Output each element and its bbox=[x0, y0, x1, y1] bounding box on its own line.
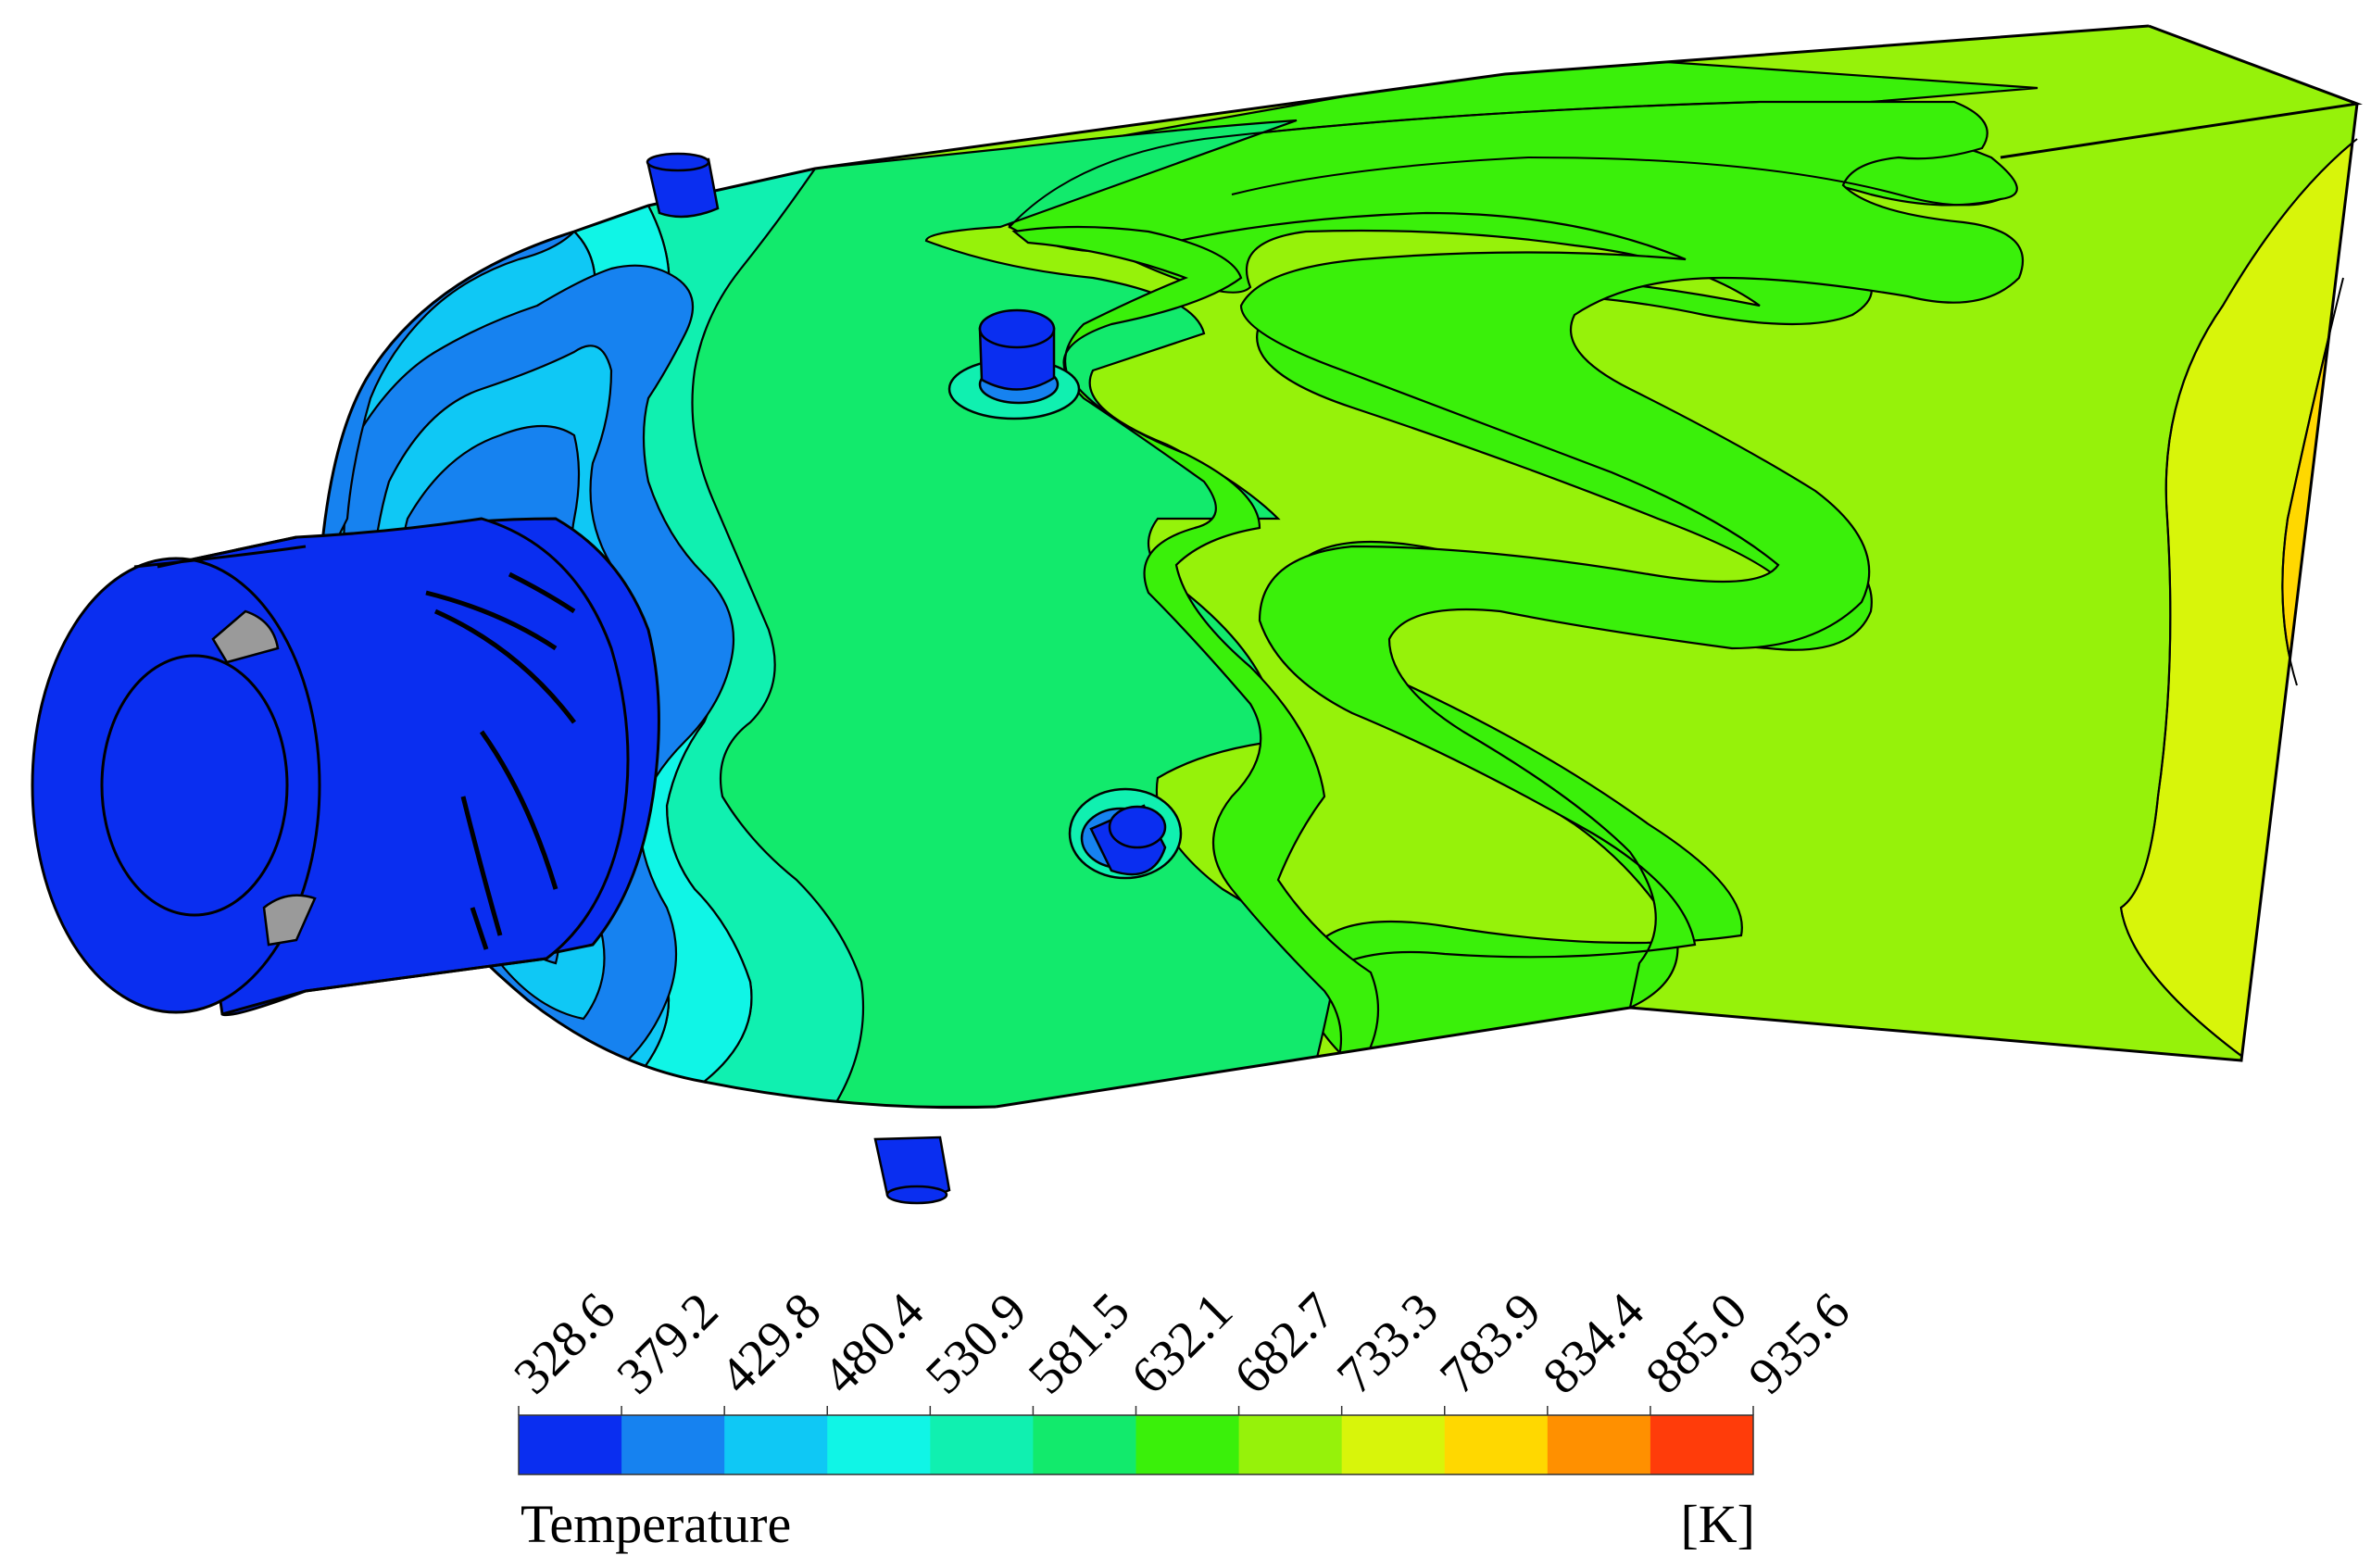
legend: 328.6379.2429.8480.4530.9581.5632.1682.7… bbox=[503, 1282, 1861, 1475]
legend-tick-label: 530.9 bbox=[915, 1282, 1038, 1405]
legend-swatch bbox=[519, 1415, 622, 1474]
legend-tick-label: 783.9 bbox=[1429, 1282, 1552, 1405]
legend-swatch bbox=[1238, 1415, 1343, 1474]
legend-swatch bbox=[1033, 1415, 1136, 1474]
legend-tick-label: 733.3 bbox=[1326, 1282, 1449, 1405]
legend-tick-label: 328.6 bbox=[503, 1282, 626, 1405]
legend-swatch bbox=[724, 1415, 828, 1474]
port-upper-mid bbox=[947, 308, 1081, 420]
legend-tick-label: 429.8 bbox=[709, 1282, 833, 1405]
legend-unit: [K] bbox=[1680, 1494, 1755, 1554]
legend-tick-label: 885.0 bbox=[1635, 1282, 1758, 1405]
band-level-7-fingers bbox=[1011, 225, 1380, 1076]
legend-swatch bbox=[621, 1415, 725, 1474]
legend-tick-label: 834.4 bbox=[1532, 1282, 1655, 1405]
legend-tick-label: 379.2 bbox=[606, 1282, 729, 1405]
legend-swatch bbox=[930, 1415, 1034, 1474]
legend-tick-label: 581.5 bbox=[1018, 1282, 1141, 1405]
legend-title: Temperature bbox=[521, 1494, 791, 1554]
swirler-slots bbox=[425, 571, 576, 950]
legend-tick-label: 632.1 bbox=[1121, 1282, 1244, 1405]
legend-swatch bbox=[1650, 1415, 1754, 1474]
legend-tick-label: 682.7 bbox=[1223, 1282, 1347, 1405]
band-level-7-main bbox=[1008, 100, 2025, 1058]
inlet-edge-lines bbox=[157, 535, 547, 1016]
legend-swatch bbox=[1135, 1415, 1240, 1474]
inlet-bore bbox=[100, 654, 289, 917]
port-lower-mid bbox=[1068, 787, 1183, 880]
legend-tick-label: 480.4 bbox=[812, 1282, 935, 1405]
legend-swatch bbox=[1547, 1415, 1651, 1474]
legend-tick-label: 935.6 bbox=[1737, 1282, 1861, 1405]
port-top bbox=[646, 152, 720, 219]
inlet-cylinder bbox=[31, 517, 660, 1017]
port-bottom bbox=[873, 1135, 951, 1205]
contour-lines bbox=[1009, 101, 2358, 1057]
swirler-vanes bbox=[211, 609, 317, 947]
legend-swatch bbox=[1341, 1415, 1446, 1474]
legend-swatch bbox=[1444, 1415, 1549, 1474]
legend-swatch bbox=[827, 1415, 931, 1474]
